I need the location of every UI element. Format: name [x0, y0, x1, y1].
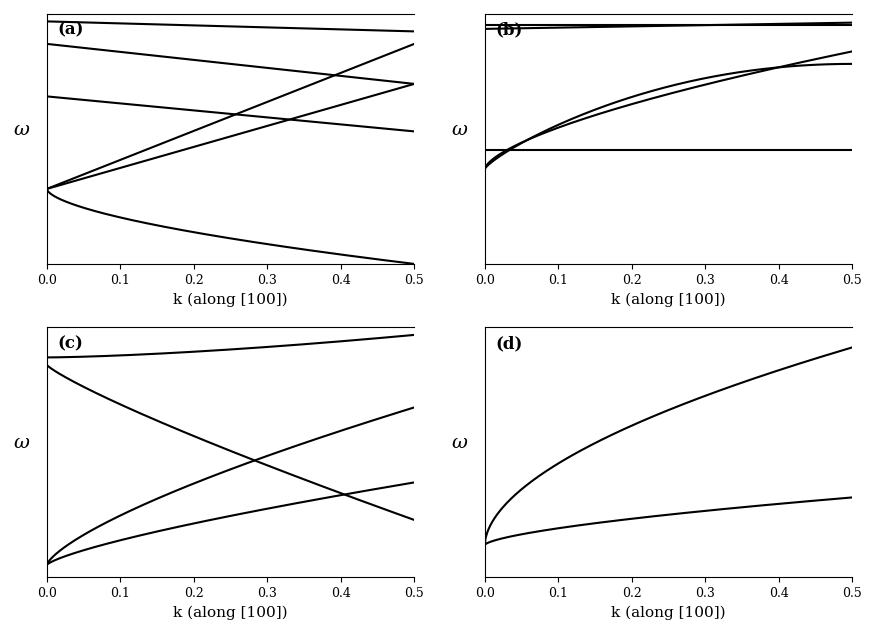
Y-axis label: ω: ω — [14, 121, 30, 139]
Text: (c): (c) — [58, 335, 84, 352]
Text: (b): (b) — [496, 22, 523, 39]
X-axis label: k (along [100]): k (along [100]) — [173, 605, 288, 620]
Y-axis label: ω: ω — [452, 434, 468, 453]
X-axis label: k (along [100]): k (along [100]) — [611, 292, 726, 307]
X-axis label: k (along [100]): k (along [100]) — [611, 605, 726, 620]
Y-axis label: ω: ω — [14, 434, 30, 453]
Text: (d): (d) — [496, 335, 523, 352]
X-axis label: k (along [100]): k (along [100]) — [173, 292, 288, 307]
Text: (a): (a) — [58, 22, 84, 39]
Y-axis label: ω: ω — [452, 121, 468, 139]
